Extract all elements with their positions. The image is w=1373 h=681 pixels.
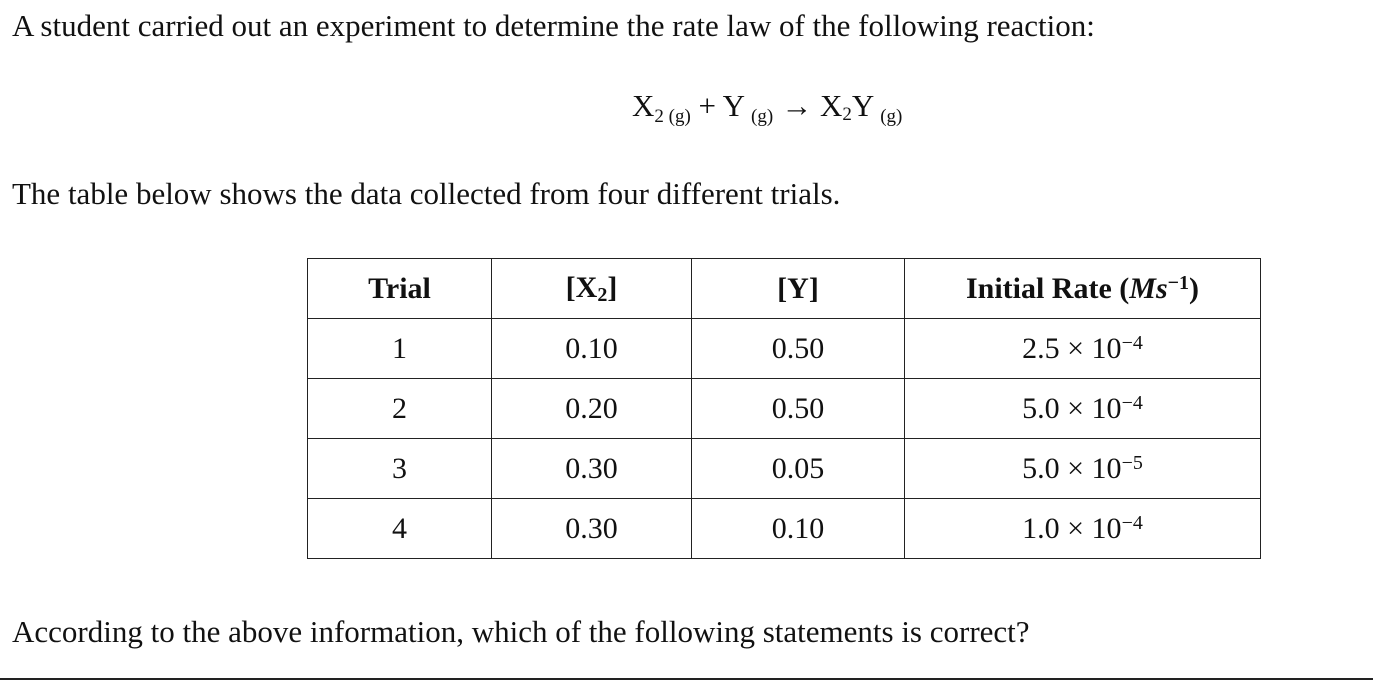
- rate-mantissa: 2.5 × 10: [1022, 331, 1122, 365]
- rate-mantissa: 1.0 × 10: [1022, 511, 1122, 545]
- header-text: [X: [565, 270, 598, 304]
- x2-cell: 0.20: [491, 378, 692, 439]
- header-text: ): [1189, 271, 1200, 305]
- y-cell: 0.10: [691, 498, 905, 559]
- rate-cell: 1.0 × 10−4: [904, 498, 1261, 559]
- trial-cell: 4: [307, 498, 492, 559]
- eq-text: + Y: [698, 88, 746, 123]
- rate-exponent: −4: [1121, 511, 1143, 534]
- x2-cell: 0.30: [491, 498, 692, 559]
- rate-cell: 5.0 × 10−4: [904, 378, 1261, 439]
- header-cell: Initial Rate (Ms−1): [904, 258, 1261, 319]
- x2-cell: 0.10: [491, 318, 692, 379]
- header-cell: [Y]: [691, 258, 905, 319]
- table-row: 2 0.20 0.50 5.0 × 10−4: [307, 378, 1261, 439]
- y-cell: 0.05: [691, 438, 905, 499]
- header-text: Initial Rate (: [965, 271, 1130, 305]
- data-table: Trial [X2] [Y] Initial Rate (Ms−1) 1 0.10…: [307, 258, 1261, 559]
- header-sup: −1: [1167, 271, 1190, 294]
- trial-cell: 3: [307, 438, 492, 499]
- eq-sub: 2: [842, 104, 852, 125]
- rate-cell: 5.0 × 10−5: [904, 438, 1261, 499]
- x2-cell: 0.30: [491, 438, 692, 499]
- eq-sub: (g): [751, 106, 774, 127]
- table-row: 3 0.30 0.05 5.0 × 10−5: [307, 438, 1261, 499]
- trial-cell: 2: [307, 378, 492, 439]
- rate-mantissa: 5.0 × 10: [1022, 451, 1122, 485]
- prompt: According to the above information, whic…: [12, 614, 1030, 649]
- y-cell: 0.50: [691, 318, 905, 379]
- header-sub: 2: [597, 283, 608, 306]
- bottom-rule: [0, 678, 1373, 680]
- eq-text: X: [632, 88, 655, 123]
- table-row: 4 0.30 0.10 1.0 × 10−4: [307, 498, 1261, 559]
- header-cell: [X2]: [491, 258, 692, 319]
- rate-cell: 2.5 × 10−4: [904, 318, 1261, 379]
- header-text: ]: [607, 270, 618, 304]
- y-cell: 0.50: [691, 378, 905, 439]
- header-cell: Trial: [307, 258, 492, 319]
- header-unit: Ms: [1129, 271, 1168, 305]
- rate-exponent: −5: [1121, 451, 1143, 474]
- eq-text: Y: [851, 88, 875, 123]
- table-intro: The table below shows the data collected…: [12, 176, 841, 211]
- header-row: Trial [X2] [Y] Initial Rate (Ms−1): [307, 258, 1261, 319]
- equation: X2 (g) + Y (g) → X2Y (g): [632, 88, 910, 128]
- eq-sub: 2 (g): [654, 106, 691, 127]
- intro: A student carried out an experiment to d…: [12, 8, 1095, 43]
- rate-mantissa: 5.0 × 10: [1022, 391, 1122, 425]
- table-row: 1 0.10 0.50 2.5 × 10−4: [307, 318, 1261, 379]
- eq-text: → X: [781, 88, 843, 123]
- trial-cell: 1: [307, 318, 492, 379]
- table-body: 1 0.10 0.50 2.5 × 10−4 2 0.20 0.50 5.0 × 10−4 3 0…: [307, 318, 1261, 559]
- rate-exponent: −4: [1121, 331, 1143, 354]
- eq-sub: (g): [880, 106, 903, 127]
- rate-exponent: −4: [1121, 391, 1143, 414]
